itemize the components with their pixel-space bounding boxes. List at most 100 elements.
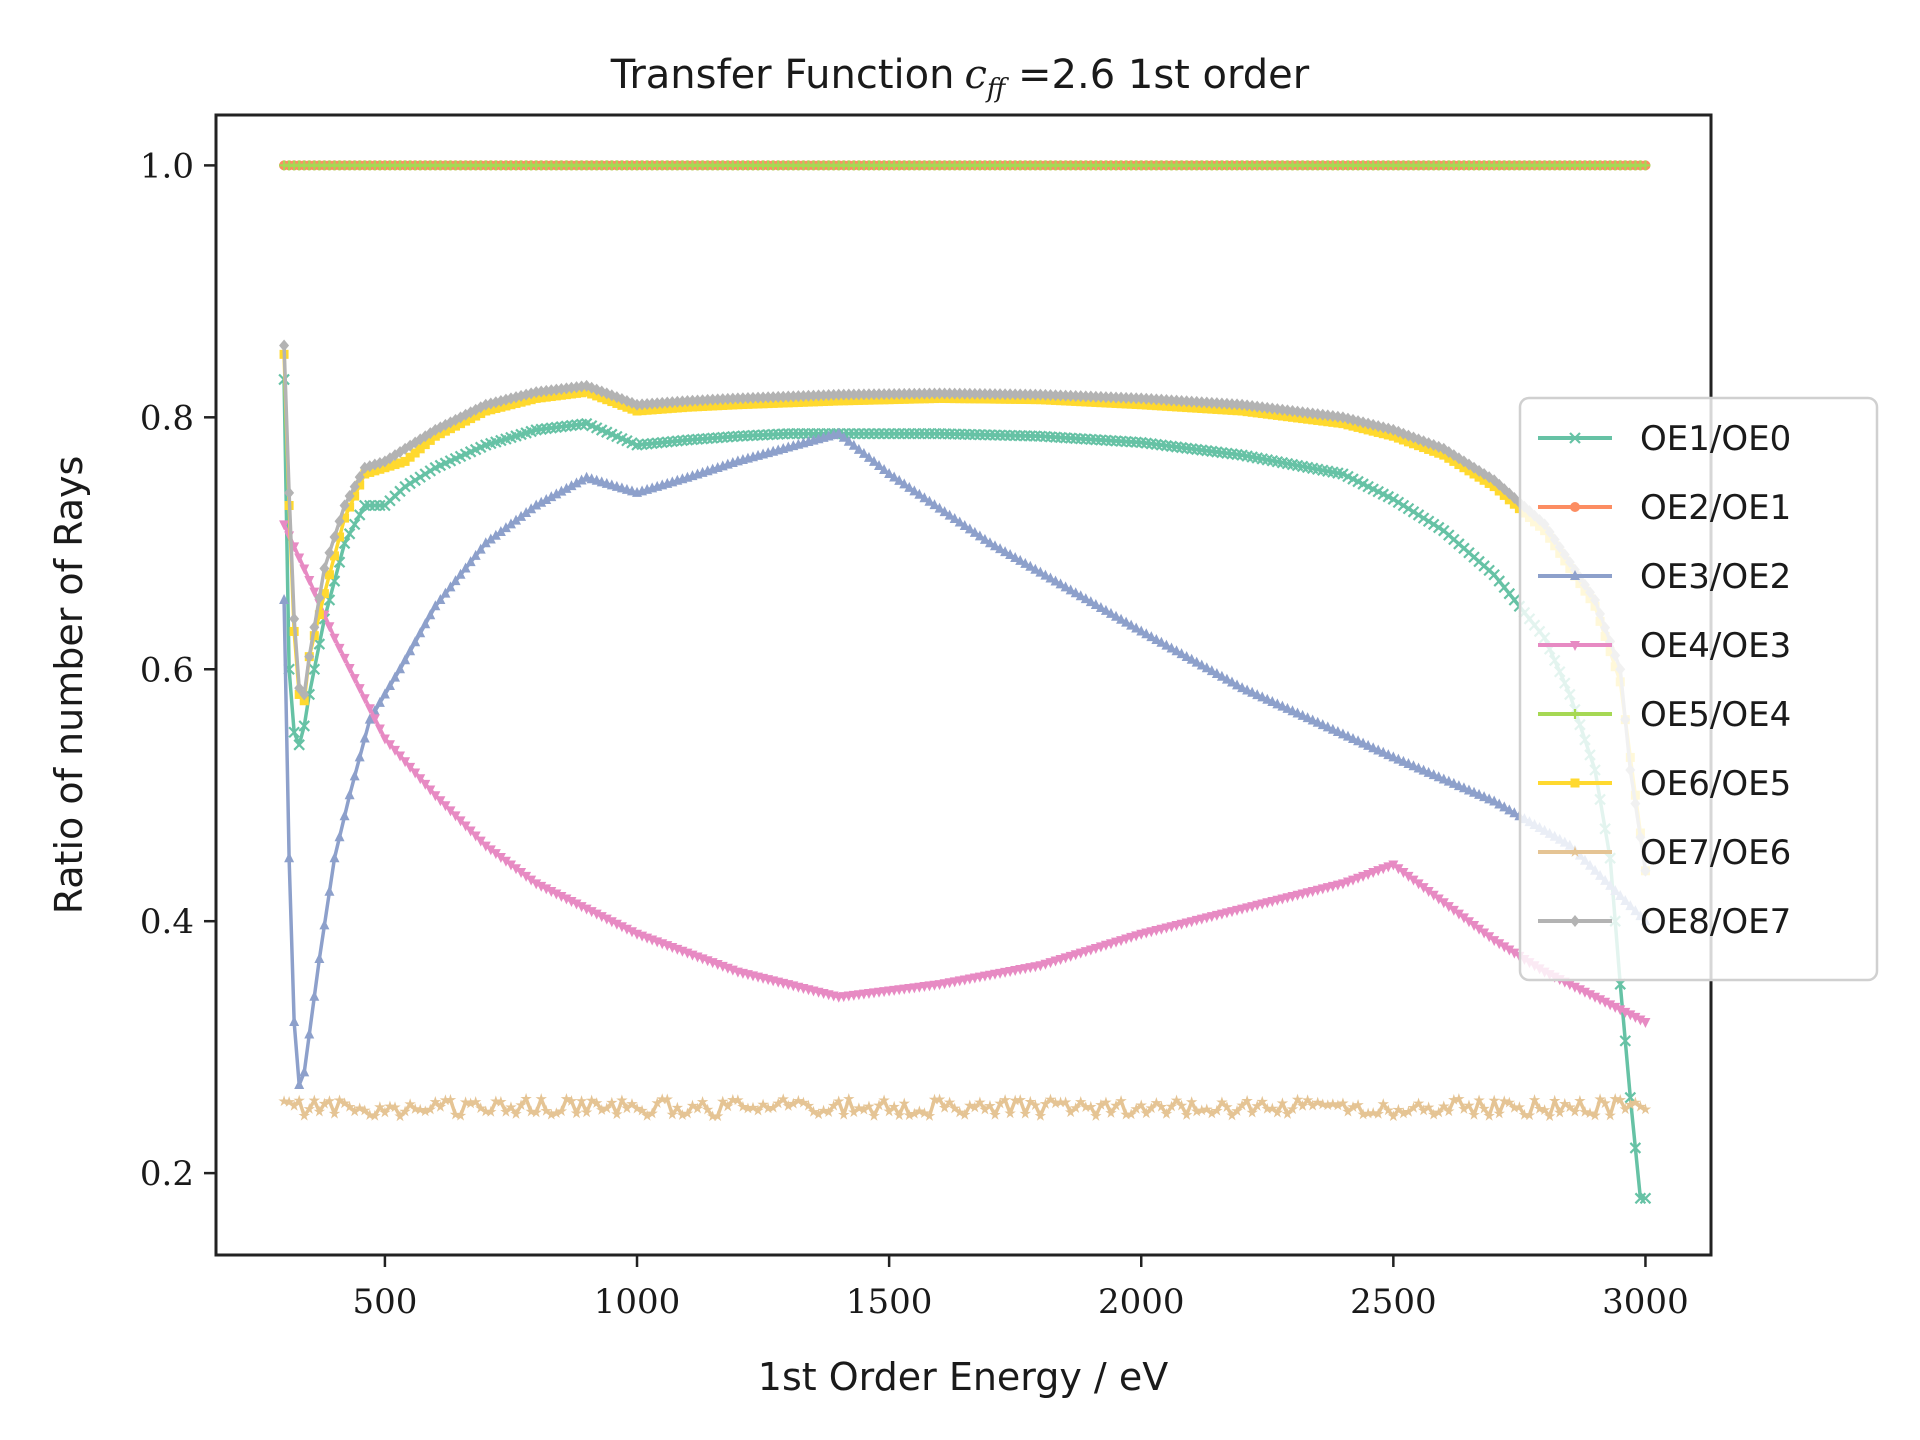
data-point: [454, 1109, 467, 1121]
data-point: [1166, 642, 1177, 653]
data-point: [1418, 883, 1429, 894]
data-point: [445, 581, 456, 592]
data-point: [1177, 402, 1187, 412]
data-point: [425, 435, 435, 445]
data-point: [1170, 1094, 1183, 1106]
title-main: Transfer Function: [610, 52, 955, 98]
data-point: [606, 917, 617, 928]
data-point: [777, 1093, 789, 1105]
data-point: [1508, 1101, 1521, 1113]
data-point: [440, 587, 451, 598]
x-axis-label: 1st Order Energy / eV: [758, 1355, 1168, 1399]
data-point: [444, 1093, 457, 1105]
data-point: [283, 1096, 295, 1107]
data-point: [1579, 987, 1590, 998]
data-point: [1105, 1107, 1117, 1118]
data-point: [1388, 431, 1398, 441]
data-point: [1559, 1097, 1571, 1109]
data-point: [516, 397, 526, 407]
data-point: [797, 1096, 810, 1108]
data-point: [1146, 400, 1156, 410]
data-point: [324, 546, 335, 559]
data-point: [451, 421, 461, 431]
data-point: [581, 904, 592, 915]
data-point: [807, 1105, 820, 1117]
data-point: [329, 633, 340, 644]
data-point: [284, 852, 295, 863]
data-point: [1020, 557, 1031, 568]
plot-area: [278, 160, 1652, 1205]
x-tick-label: 1500: [846, 1282, 933, 1322]
data-point: [556, 390, 566, 400]
data-point: [1484, 478, 1494, 488]
data-point: [505, 860, 516, 871]
data-point: [531, 499, 542, 510]
data-point: [1619, 1103, 1631, 1115]
data-point: [858, 447, 869, 458]
data-point: [1398, 868, 1409, 879]
data-point: [893, 427, 905, 440]
data-point: [1111, 610, 1122, 621]
data-point: [1140, 1107, 1152, 1119]
legend-item: OE7/OE6: [1538, 833, 1791, 873]
data-point: [1060, 581, 1071, 592]
data-point: [1590, 992, 1601, 1003]
data-point: [834, 396, 844, 406]
data-point: [550, 1107, 563, 1119]
data-point: [354, 751, 365, 762]
y-axis-label: Ratio of number of Rays: [47, 456, 91, 915]
data-point: [430, 431, 440, 441]
data-point: [314, 591, 325, 604]
data-point: [1479, 928, 1490, 939]
data-point: [561, 894, 572, 905]
data-point: [299, 696, 309, 706]
data-point: [1423, 886, 1434, 897]
data-point: [793, 397, 803, 407]
data-point: [279, 520, 290, 531]
data-point: [561, 390, 571, 400]
data-point: [1010, 551, 1021, 562]
data-point: [360, 469, 370, 479]
data-point: [1429, 446, 1439, 456]
data-point: [419, 1105, 431, 1117]
data-point: [590, 1097, 603, 1108]
data-point: [1019, 1107, 1031, 1119]
data-point: [510, 1107, 522, 1119]
data-point: [808, 397, 818, 407]
data-point: [1313, 415, 1323, 425]
data-point: [701, 1103, 714, 1115]
data-point: [964, 1099, 976, 1111]
data-point: [1392, 1103, 1405, 1115]
data-point: [1131, 399, 1141, 409]
data-point: [918, 1107, 931, 1119]
data-point: [1141, 400, 1151, 410]
data-point: [1409, 439, 1419, 449]
data-point: [1221, 673, 1232, 684]
data-point: [1044, 1093, 1057, 1105]
data-point: [1484, 932, 1495, 943]
data-point: [1388, 860, 1399, 871]
data-point: [597, 393, 607, 403]
data-point: [602, 395, 612, 405]
data-point: [792, 1094, 805, 1106]
data-point: [1075, 590, 1086, 601]
data-point: [601, 1102, 613, 1114]
data-point: [1383, 430, 1393, 440]
data-point: [1543, 1110, 1556, 1122]
data-point: [294, 689, 304, 699]
data-point: [1110, 1099, 1122, 1111]
data-point: [354, 684, 365, 695]
data-point: [747, 1101, 759, 1113]
legend-marker: [1569, 432, 1581, 444]
data-point: [667, 403, 677, 413]
legend-label: OE4/OE3: [1640, 626, 1791, 666]
data-point: [913, 1105, 926, 1117]
data-point: [1054, 1096, 1067, 1108]
data-point: [1468, 1108, 1480, 1120]
data-point: [461, 416, 471, 426]
series-oe5-oe4: [279, 160, 1651, 171]
data-point: [516, 510, 527, 521]
data-point: [1015, 554, 1026, 565]
data-point: [364, 713, 375, 724]
data-point: [748, 399, 758, 409]
